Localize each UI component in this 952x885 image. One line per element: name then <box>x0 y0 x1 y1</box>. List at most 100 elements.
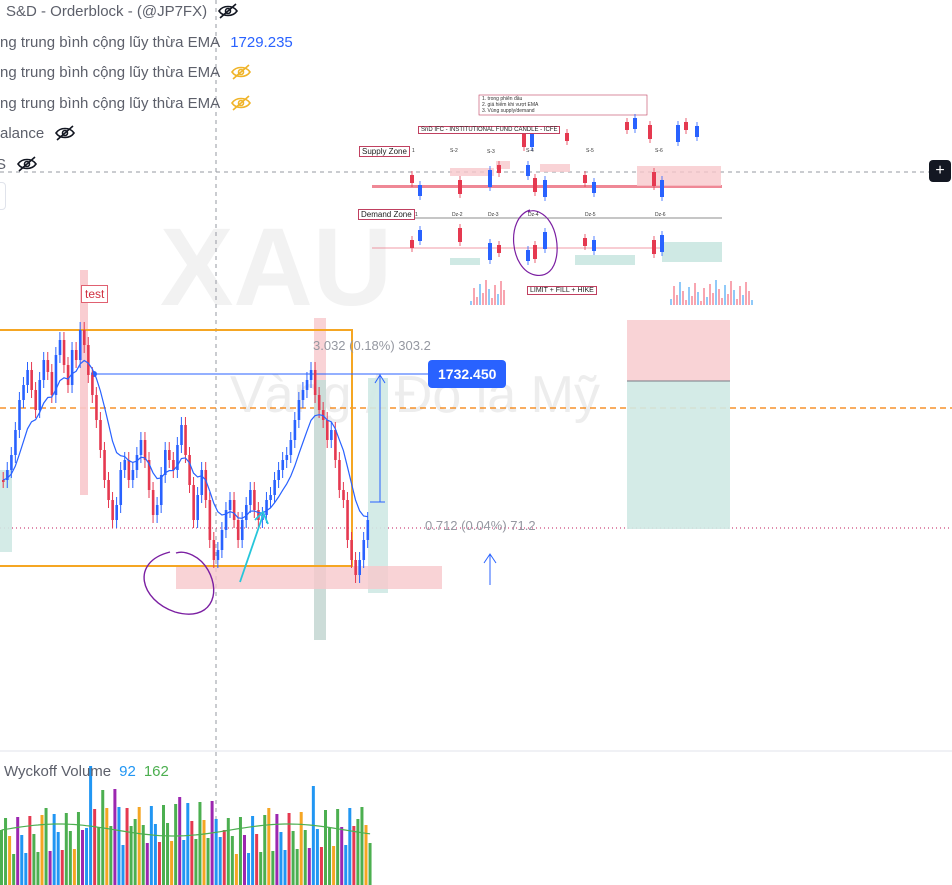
candle <box>54 355 58 395</box>
legend-ema-2-label: ng trung bình cộng lũy thừa EMA <box>0 63 221 81</box>
candle <box>164 450 167 475</box>
inset-volume-bar <box>733 290 735 305</box>
volume-legend[interactable]: Wyckoff Volume 92 162 <box>4 763 169 780</box>
inset-candle <box>410 240 414 248</box>
inset-candle <box>533 245 537 259</box>
volume-bar <box>186 803 190 885</box>
eye-slash-icon[interactable] <box>54 125 76 141</box>
embedded-strategy-image <box>372 94 753 305</box>
supply-tag-1: 1 <box>412 148 415 154</box>
inset-volume-bar <box>497 294 499 305</box>
volume-bar <box>40 815 44 885</box>
inset-candle <box>625 122 629 130</box>
volume-bar <box>157 842 161 885</box>
volume-bar <box>60 850 64 885</box>
inset-candle <box>695 126 699 137</box>
volume-bar <box>85 828 89 885</box>
legend-balance[interactable]: alance <box>0 121 76 145</box>
legend-orderblock[interactable]: S&D - Orderblock - (@JP7FX) <box>6 0 239 23</box>
candle <box>184 425 187 455</box>
eye-slash-icon[interactable] <box>230 95 252 111</box>
inset-volume-bar <box>721 298 723 305</box>
candle <box>83 330 86 345</box>
volume-bar <box>263 815 267 885</box>
candle <box>245 505 248 520</box>
candle <box>14 430 17 455</box>
legend-collapse-button[interactable] <box>0 182 6 210</box>
candle <box>321 410 325 420</box>
demand-tag-6: Dz-6 <box>655 212 666 218</box>
inset-note-3: 3. Vùng supply/demand <box>482 108 535 114</box>
volume-bar <box>324 810 327 885</box>
inset-candle <box>633 118 637 129</box>
plus-icon[interactable]: + <box>929 160 951 182</box>
inset-volume-bar <box>688 287 690 305</box>
inset-candle <box>592 182 596 193</box>
candle <box>346 500 349 540</box>
candle <box>358 560 361 575</box>
candle <box>204 470 208 500</box>
volume-bar <box>68 831 72 885</box>
volume-bar <box>210 801 214 885</box>
candle <box>216 550 220 560</box>
volume-bar <box>287 813 291 885</box>
candle <box>111 500 114 520</box>
inset-volume-bar <box>500 281 502 305</box>
volume-bar <box>352 826 356 885</box>
inset-volume-bar <box>715 280 717 305</box>
candle <box>228 500 232 510</box>
eye-slash-icon[interactable] <box>217 3 239 19</box>
volume-bar <box>348 808 352 885</box>
inset-candle <box>418 230 422 241</box>
purple-circle-drawing[interactable] <box>143 551 215 615</box>
inset-volume-bar <box>736 299 738 305</box>
volume-bar <box>340 827 344 885</box>
inset-candle <box>488 170 492 187</box>
volume-title: Wyckoff Volume <box>4 763 112 780</box>
candle <box>366 520 370 540</box>
volume-bar <box>129 826 133 885</box>
volume-bar <box>307 848 311 885</box>
candle <box>208 500 212 540</box>
inset-volume-bar <box>718 289 720 305</box>
candle <box>305 380 309 390</box>
legend-ema-3[interactable]: ng trung bình cộng lũy thừa EMA <box>0 91 252 115</box>
volume-bar <box>125 808 129 885</box>
inset-volume-bar <box>673 286 675 305</box>
legend-s[interactable]: S <box>0 152 38 176</box>
eye-slash-icon[interactable] <box>230 64 252 80</box>
legend-ema-2[interactable]: ng trung bình cộng lũy thừa EMA <box>0 60 252 84</box>
candle <box>95 395 98 420</box>
candle <box>70 350 74 385</box>
candle <box>301 390 305 400</box>
inset-volume-bar <box>700 301 702 305</box>
candle <box>127 460 131 480</box>
volume-value-1: 92 <box>119 763 136 780</box>
candle <box>249 490 252 505</box>
price-tag[interactable]: 1732.450 <box>428 360 507 388</box>
inset-candle <box>526 165 530 176</box>
inset-volume-bar <box>709 284 711 305</box>
eye-slash-icon[interactable] <box>16 156 38 172</box>
test-annotation[interactable]: test <box>81 285 109 303</box>
inset-volume-bar <box>479 284 481 305</box>
volume-bar <box>226 818 230 885</box>
volume-bar <box>234 854 238 885</box>
volume-bar <box>299 812 303 885</box>
candle <box>334 430 337 460</box>
volume-bar <box>214 819 218 885</box>
inset-candle <box>533 178 537 192</box>
candle <box>58 340 62 355</box>
volume-bar <box>198 802 202 885</box>
teal-arrow[interactable] <box>239 514 264 583</box>
volume-bar <box>356 819 360 885</box>
volume-bar <box>117 807 121 885</box>
volume-bar <box>182 840 186 885</box>
legend-ema-1[interactable]: ng trung bình cộng lũy thừa EMA 1729.235 <box>0 30 293 54</box>
candle <box>342 490 345 500</box>
candle <box>46 360 50 372</box>
candle <box>309 370 313 380</box>
inset-candle <box>488 243 492 260</box>
position-target <box>627 381 730 529</box>
